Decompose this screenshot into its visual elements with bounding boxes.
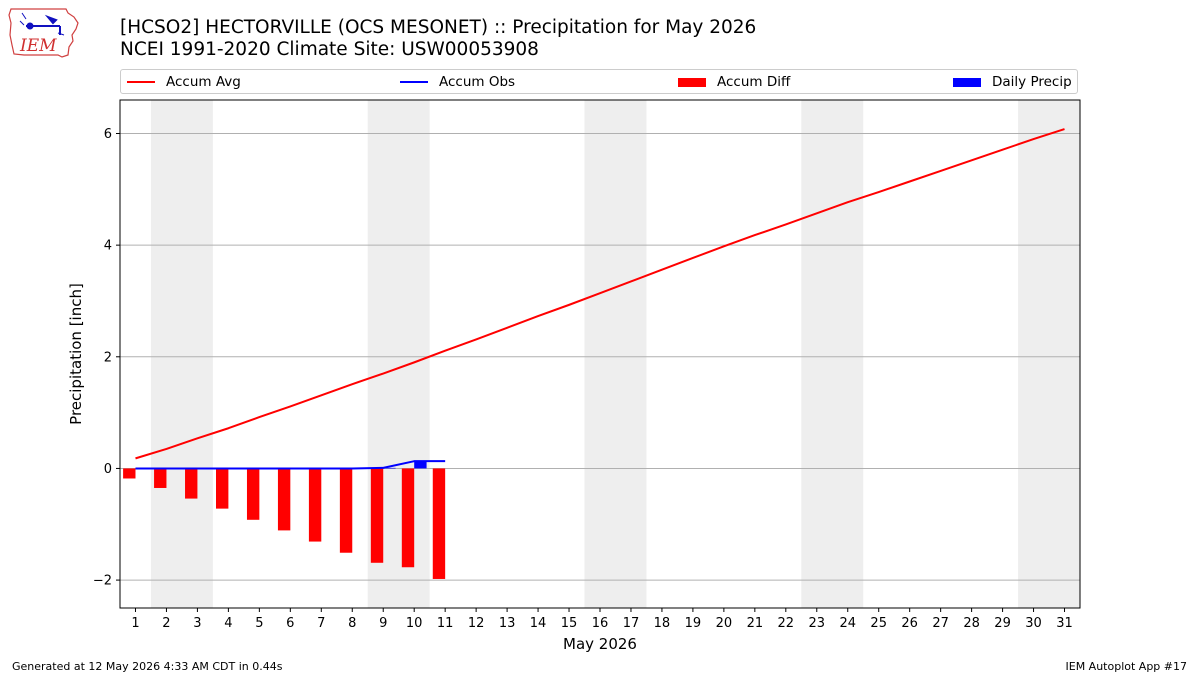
line-accum-avg bbox=[135, 128, 1065, 460]
x-tick-label: 26 bbox=[901, 616, 918, 631]
x-tick-label: 25 bbox=[870, 616, 887, 631]
x-tick-label: 15 bbox=[561, 616, 578, 631]
line-accum-obs bbox=[135, 460, 446, 470]
legend-label: Accum Obs bbox=[439, 74, 516, 90]
y-tick-label: −2 bbox=[93, 574, 112, 589]
bar-accum-diff bbox=[277, 468, 291, 531]
x-tick-label: 29 bbox=[994, 616, 1011, 631]
y-tick-label: 0 bbox=[104, 462, 112, 477]
legend-item-accum-obs: Accum Obs bbox=[400, 73, 515, 91]
bar-accum-diff bbox=[401, 468, 415, 568]
x-tick-label: 10 bbox=[406, 616, 423, 631]
iowa-outline-icon bbox=[8, 8, 79, 58]
bar-accum-diff bbox=[185, 468, 198, 499]
x-tick-label: 21 bbox=[747, 616, 764, 631]
weekend-band bbox=[801, 100, 864, 608]
bar-accum-diff bbox=[216, 468, 229, 509]
chart-title: [HCSO2] HECTORVILLE (OCS MESONET) :: Pre… bbox=[120, 17, 757, 38]
bar-accum-diff bbox=[370, 468, 384, 563]
bar-daily-precip bbox=[383, 467, 396, 469]
iem-logo: IEM bbox=[8, 8, 79, 58]
x-tick-label: 19 bbox=[685, 616, 702, 631]
legend-swatch bbox=[678, 77, 706, 87]
legend-label: Daily Precip bbox=[992, 74, 1072, 90]
weather-station-icon bbox=[19, 12, 65, 36]
x-tick-label: 8 bbox=[348, 616, 356, 631]
legend-item-accum-avg: Accum Avg bbox=[127, 73, 241, 91]
legend-swatch bbox=[400, 81, 428, 83]
lines bbox=[135, 128, 1065, 470]
legend-item-daily-precip: Daily Precip bbox=[953, 73, 1072, 91]
x-tick-label: 2 bbox=[162, 616, 170, 631]
legend-label: Accum Diff bbox=[717, 74, 791, 90]
x-tick-label: 31 bbox=[1056, 616, 1073, 631]
bar-accum-diff bbox=[154, 468, 167, 488]
weekend-band bbox=[1018, 100, 1080, 608]
x-tick-label: 11 bbox=[437, 616, 454, 631]
y-axis-ticks: −2 0 2 4 6 bbox=[93, 127, 120, 589]
x-tick-label: 6 bbox=[286, 616, 294, 631]
x-tick-label: 12 bbox=[468, 616, 485, 631]
x-tick-label: 18 bbox=[654, 616, 671, 631]
bar-accum-diff bbox=[339, 468, 353, 553]
legend-swatch bbox=[127, 81, 155, 83]
x-tick-label: 28 bbox=[963, 616, 980, 631]
x-tick-label: 13 bbox=[499, 616, 516, 631]
weekend-band bbox=[584, 100, 647, 608]
x-axis-ticks: 1 2 3 4 5 6 7 8 9 10 11 12 13 14 15 16 17 18 19 20 21 22 23 24 2… bbox=[131, 608, 1073, 631]
x-tick-label: 7 bbox=[317, 616, 325, 631]
x-tick-label: 5 bbox=[255, 616, 263, 631]
x-tick-label: 16 bbox=[592, 616, 609, 631]
legend-swatch bbox=[953, 77, 981, 87]
app-credit: IEM Autoplot App #17 bbox=[1065, 660, 1188, 673]
x-tick-label: 22 bbox=[778, 616, 795, 631]
x-tick-label: 27 bbox=[932, 616, 949, 631]
x-tick-label: 3 bbox=[193, 616, 201, 631]
weekend-band bbox=[150, 100, 213, 608]
chart-subtitle: NCEI 1991-2020 Climate Site: USW00053908 bbox=[120, 39, 539, 60]
legend: Accum Avg Accum Obs Accum Diff Daily Pre… bbox=[120, 69, 1078, 94]
bar-accum-diff bbox=[246, 468, 260, 520]
x-axis-label: May 2026 bbox=[563, 635, 637, 653]
x-tick-label: 23 bbox=[809, 616, 826, 631]
y-axis-label: Precipitation [inch] bbox=[67, 283, 85, 425]
weekend-shading bbox=[150, 100, 1080, 608]
y-tick-label: 6 bbox=[104, 127, 112, 142]
x-tick-label: 30 bbox=[1025, 616, 1042, 631]
bar-accum-diff bbox=[308, 468, 322, 542]
generated-timestamp: Generated at 12 May 2026 4:33 AM CDT in … bbox=[12, 660, 283, 673]
bars bbox=[123, 461, 446, 579]
bar-accum-diff bbox=[432, 468, 446, 579]
bar-daily-precip bbox=[414, 461, 427, 469]
legend-label: Accum Avg bbox=[166, 74, 241, 90]
x-tick-label: 14 bbox=[530, 616, 547, 631]
x-tick-label: 1 bbox=[131, 616, 139, 631]
x-tick-label: 20 bbox=[716, 616, 733, 631]
x-tick-label: 17 bbox=[623, 616, 640, 631]
y-tick-label: 2 bbox=[104, 350, 112, 365]
x-tick-label: 9 bbox=[379, 616, 387, 631]
logo-text: IEM bbox=[19, 36, 57, 56]
x-tick-label: 24 bbox=[839, 616, 856, 631]
x-tick-label: 4 bbox=[224, 616, 232, 631]
y-tick-label: 4 bbox=[104, 239, 112, 254]
legend-item-accum-diff: Accum Diff bbox=[678, 73, 790, 91]
bar-accum-diff bbox=[123, 468, 136, 479]
